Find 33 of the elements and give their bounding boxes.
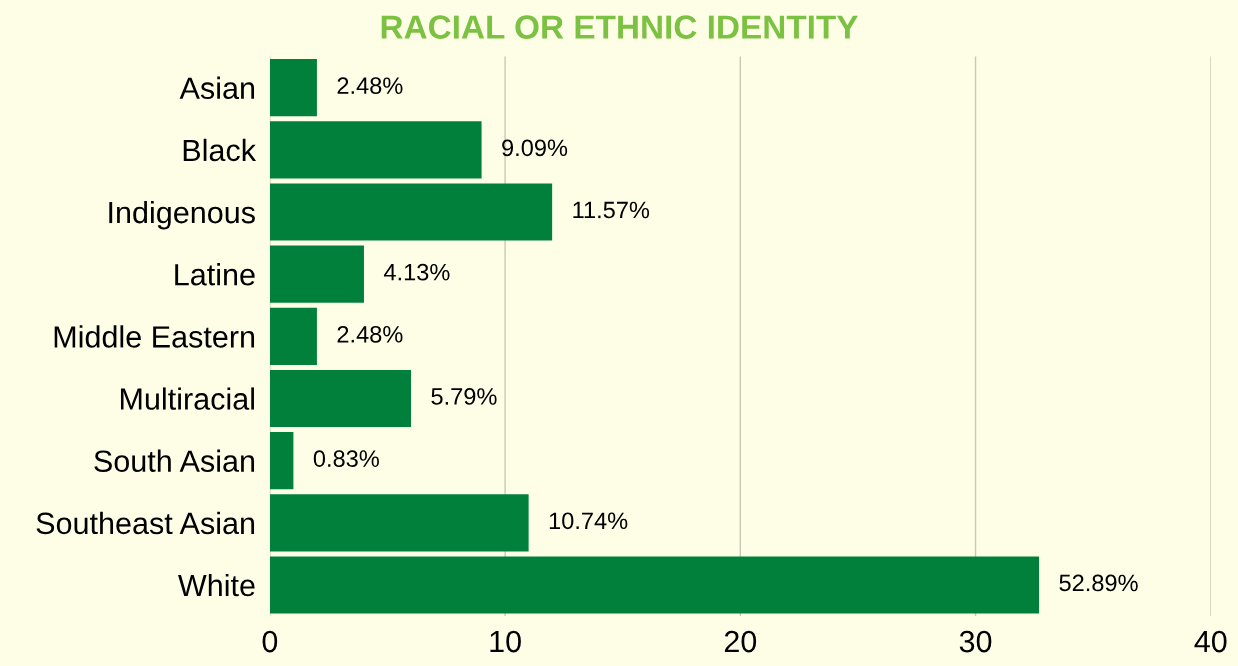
annotation: 52.89% — [1059, 574, 1138, 592]
bar — [269, 183, 553, 241]
annotation: 11.57% — [573, 201, 650, 219]
y-tick-label: Asian — [179, 76, 255, 100]
x-tick-label: 0 — [262, 630, 278, 653]
annotation: 4.13% — [383, 263, 450, 281]
bar — [269, 494, 529, 552]
y-tick-label: Black — [183, 138, 257, 162]
bar — [269, 121, 482, 179]
y-tick-label: Indigenous — [109, 200, 255, 230]
annotation: 2.48% — [337, 325, 403, 343]
bar — [269, 59, 317, 117]
y-tick-label: Multiracial — [120, 387, 254, 410]
y-tick-label: Southeast Asian — [36, 511, 255, 535]
annotation: 10.74% — [549, 512, 628, 530]
bar — [269, 369, 412, 428]
x-tick-label: 20 — [724, 630, 757, 653]
annotation: 5.79% — [431, 388, 497, 405]
annotation: 0.83% — [313, 450, 379, 467]
y-tick-label: Middle Eastern — [54, 325, 255, 348]
x-tick-label: 40 — [1194, 630, 1227, 653]
annotation: 9.09% — [502, 139, 568, 157]
bar — [269, 556, 1040, 614]
x-tick-label: 30 — [959, 630, 992, 653]
bar — [269, 432, 294, 490]
bar — [269, 307, 317, 365]
y-tick-label: Latine — [175, 263, 255, 286]
bar — [269, 245, 364, 303]
x-tick-label: 10 — [490, 630, 521, 653]
y-tick-label: South Asian — [94, 449, 255, 473]
annotation: 2.48% — [337, 77, 403, 95]
y-tick-label: White — [178, 573, 255, 597]
chart-title: RACIAL OR ETHNIC IDENTITY — [381, 15, 858, 39]
